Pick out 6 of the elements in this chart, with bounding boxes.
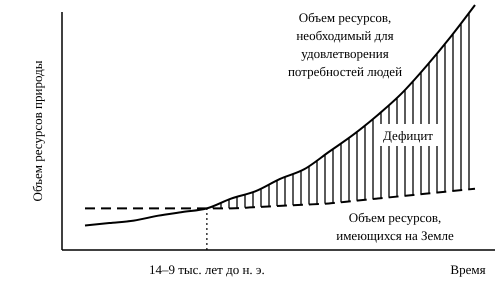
annotation: Дефицит	[383, 128, 434, 143]
series-label: Объем ресурсов, необходимый для удовлетворения потребностей людей	[288, 10, 402, 79]
text: 14–9 тыс. лет до н. э.	[148, 262, 265, 277]
y-axis-title: Объем ресурсов природы	[30, 60, 45, 202]
x-axis-title: Время	[450, 262, 486, 277]
series-label: Объем ресурсов, имеющихся на Земле	[336, 210, 454, 243]
